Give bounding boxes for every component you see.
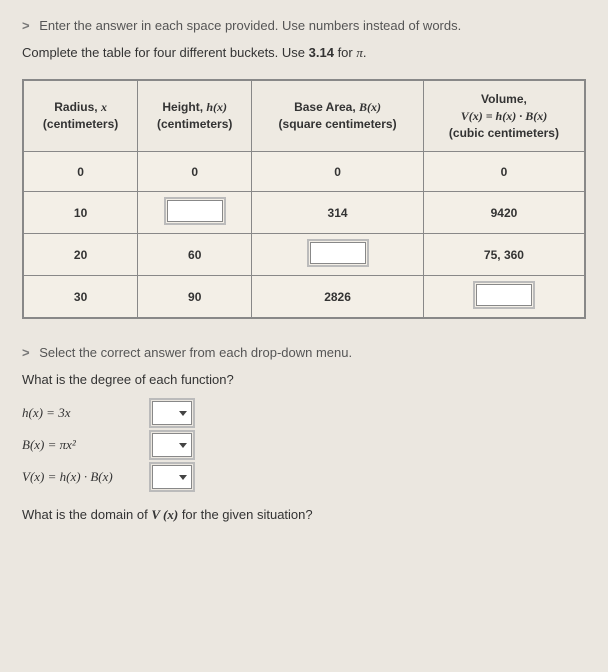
func-label-v: V(x) = h(x) · B(x) [22,469,152,485]
domain-q-post: for the given situation? [178,507,312,522]
table-cell-r: 30 [23,276,138,319]
table-cell-h: 90 [138,276,252,319]
instruction-select-text: Select the correct answer from each drop… [39,345,352,360]
answer-input[interactable] [167,200,223,222]
degree-select-b[interactable] [152,433,192,457]
func-label-b: B(x) = πx² [22,437,152,453]
chevron-down-icon [179,443,187,448]
table-cell-v: 0 [423,152,585,192]
header-volume-label: Volume, [481,92,527,106]
answer-input[interactable] [476,284,532,306]
instruction-enter: > Enter the answer in each space provide… [22,18,586,33]
header-volume-eq: V(x) = h(x) · B(x) [461,109,548,123]
table-cell-v: 9420 [423,192,585,234]
table-row: 30902826 [23,276,585,319]
instruction-mid: for [334,45,356,60]
header-base-label: Base Area, [294,100,359,114]
domain-q-pre: What is the domain of [22,507,151,522]
table-row: 2060 75, 360 [23,234,585,276]
header-base: Base Area, B(x) (square centimeters) [252,80,424,152]
chevron-down-icon [179,475,187,480]
table-header-row: Radius, x (centimeters) Height, h(x) (ce… [23,80,585,152]
header-radius: Radius, x (centimeters) [23,80,138,152]
degree-question: What is the degree of each function? [22,372,586,387]
table-cell-v [423,276,585,319]
func-label-h: h(x) = 3x [22,405,152,421]
func-row-b: B(x) = πx² [22,433,586,457]
header-radius-var: x [101,100,107,114]
header-base-unit: (square centimeters) [279,117,397,131]
bucket-table: Radius, x (centimeters) Height, h(x) (ce… [22,79,586,319]
degree-select-v[interactable] [152,465,192,489]
table-cell-b: 314 [252,192,424,234]
table-cell-v: 75, 360 [423,234,585,276]
header-radius-label: Radius, [54,100,101,114]
table-cell-h: 60 [138,234,252,276]
header-volume: Volume, V(x) = h(x) · B(x) (cubic centim… [423,80,585,152]
header-volume-unit: (cubic centimeters) [449,126,559,140]
table-body: 0000103149420206075, 36030902826 [23,152,585,319]
section-dropdowns: > Select the correct answer from each dr… [22,345,586,523]
table-cell-h: 0 [138,152,252,192]
chevron-right-icon: > [22,345,30,360]
chevron-right-icon: > [22,18,30,33]
degree-select-h[interactable] [152,401,192,425]
table-cell-r: 10 [23,192,138,234]
header-height-var: h(x) [206,100,227,114]
answer-input[interactable] [310,242,366,264]
table-cell-b: 0 [252,152,424,192]
table-cell-h [138,192,252,234]
instruction-complete: Complete the table for four different bu… [22,45,586,61]
domain-question: What is the domain of V (x) for the give… [22,507,586,523]
pi-value: 3.14 [309,45,334,60]
instruction-select: > Select the correct answer from each dr… [22,345,586,360]
header-height: Height, h(x) (centimeters) [138,80,252,152]
instruction-end: . [363,45,367,60]
header-base-var: B(x) [359,100,381,114]
table-cell-b: 2826 [252,276,424,319]
domain-fn: V (x) [151,507,178,522]
header-radius-unit: (centimeters) [43,117,118,131]
table-cell-r: 0 [23,152,138,192]
table-row: 0000 [23,152,585,192]
header-height-unit: (centimeters) [157,117,232,131]
header-height-label: Height, [162,100,206,114]
table-row: 10 3149420 [23,192,585,234]
instruction-enter-text: Enter the answer in each space provided.… [39,18,461,33]
table-cell-b [252,234,424,276]
func-row-h: h(x) = 3x [22,401,586,425]
table-cell-r: 20 [23,234,138,276]
func-row-v: V(x) = h(x) · B(x) [22,465,586,489]
chevron-down-icon [179,411,187,416]
instruction-pre: Complete the table for four different bu… [22,45,309,60]
